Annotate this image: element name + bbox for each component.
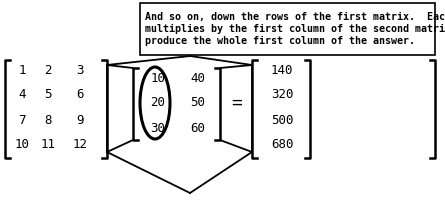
Text: 9: 9 [76,114,84,127]
Text: 10: 10 [15,138,29,152]
Text: 60: 60 [190,121,206,134]
Text: 4: 4 [18,88,26,102]
Text: 20: 20 [150,97,166,110]
Text: 680: 680 [271,138,293,152]
Text: 11: 11 [40,138,56,152]
Text: 2: 2 [44,64,52,76]
Text: 1: 1 [18,64,26,76]
Text: 7: 7 [18,114,26,127]
Text: 320: 320 [271,88,293,102]
Text: 30: 30 [150,121,166,134]
Text: 40: 40 [190,72,206,84]
Text: 5: 5 [44,88,52,102]
Text: =: = [231,94,243,112]
Text: 140: 140 [271,64,293,76]
Text: 500: 500 [271,114,293,127]
Bar [140,3,435,55]
Text: And so on, down the rows of the first matrix.  Each one
multiplies by the first : And so on, down the rows of the first ma… [145,12,445,46]
Text: 6: 6 [76,88,84,102]
Text: 12: 12 [73,138,88,152]
Text: 8: 8 [44,114,52,127]
Text: 3: 3 [76,64,84,76]
Text: 50: 50 [190,97,206,110]
Text: 10: 10 [150,72,166,84]
